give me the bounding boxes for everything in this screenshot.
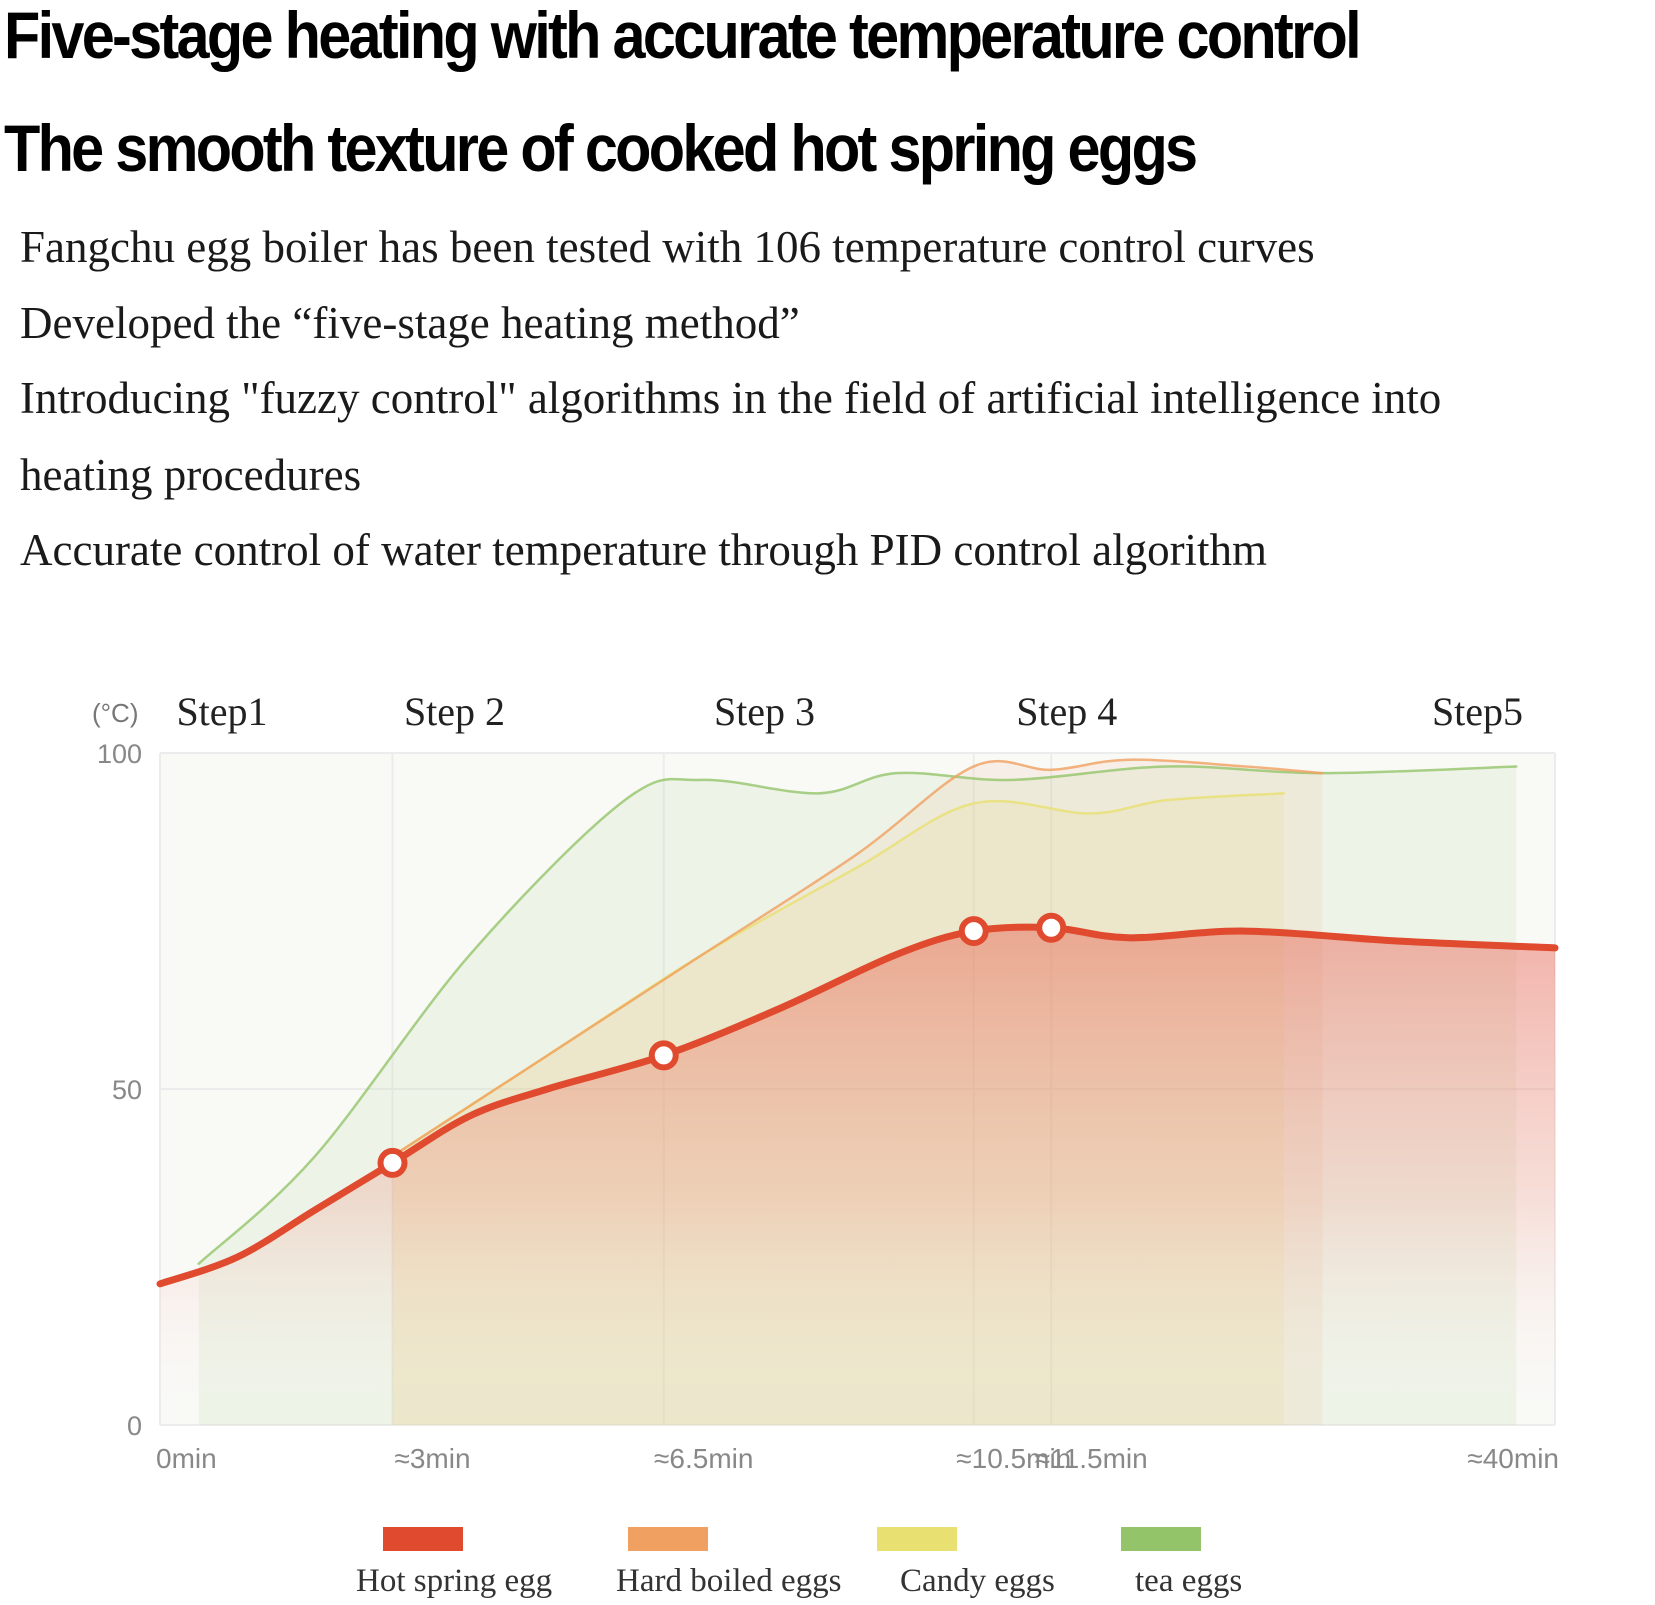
body-text-line: Accurate control of water temperature th… [20,525,1268,575]
step-label: Step5 [1432,689,1523,734]
body-text-line: Fangchu egg boiler has been tested with … [20,222,1315,272]
x-tick-label: 0min [156,1443,217,1474]
headline-line-1: Five-stage heating with accurate tempera… [4,0,1362,72]
y-tick-label: 100 [97,739,142,769]
body-text-line: Introducing "fuzzy control" algorithms i… [20,373,1442,423]
headline-line-2: The smooth texture of cooked hot spring … [4,111,1198,185]
legend-swatch-hot-spring-egg [383,1527,463,1551]
step-label: Step1 [176,689,267,734]
y-tick-label: 50 [112,1075,142,1105]
series-line-hot-spring-egg [156,923,1559,1288]
stage-marker [958,916,989,947]
x-tick-label: ≈11.5min [1035,1443,1148,1474]
series-line-hard-boiled-eggs [391,758,1324,1158]
legend-label-hard-boiled-eggs: Hard boiled eggs [616,1563,842,1599]
y-unit-label: (°C) [92,698,139,728]
body-text-line: heating procedures [20,450,362,500]
step-label: Step 3 [714,689,815,734]
step-label: Step 2 [404,689,505,734]
stage-marker [1036,912,1067,943]
area-hot-spring-egg [160,927,1555,1425]
x-tick-label: ≈6.5min [654,1443,753,1474]
legend-swatch-tea-eggs [1121,1527,1201,1551]
body-text-line: Developed the “five-stage heating method… [20,298,800,348]
legend-swatch-candy-eggs [877,1527,957,1551]
stage-marker [648,1040,679,1071]
legend-label-tea-eggs: tea eggs [1135,1563,1243,1599]
legend-label-hot-spring-egg: Hot spring egg [356,1563,553,1599]
stage-marker [377,1147,408,1178]
x-tick-label: ≈40min [1467,1443,1559,1474]
series-line-tea-eggs [197,765,1518,1265]
step-label: Step 4 [1016,689,1117,734]
x-tick-label: ≈3min [394,1443,470,1474]
y-tick-label: 0 [127,1411,142,1441]
x-tick-label: ≈10.5min [956,1443,1071,1474]
legend-swatch-hard-boiled-eggs [628,1527,708,1551]
legend-label-candy-eggs: Candy eggs [900,1563,1055,1599]
